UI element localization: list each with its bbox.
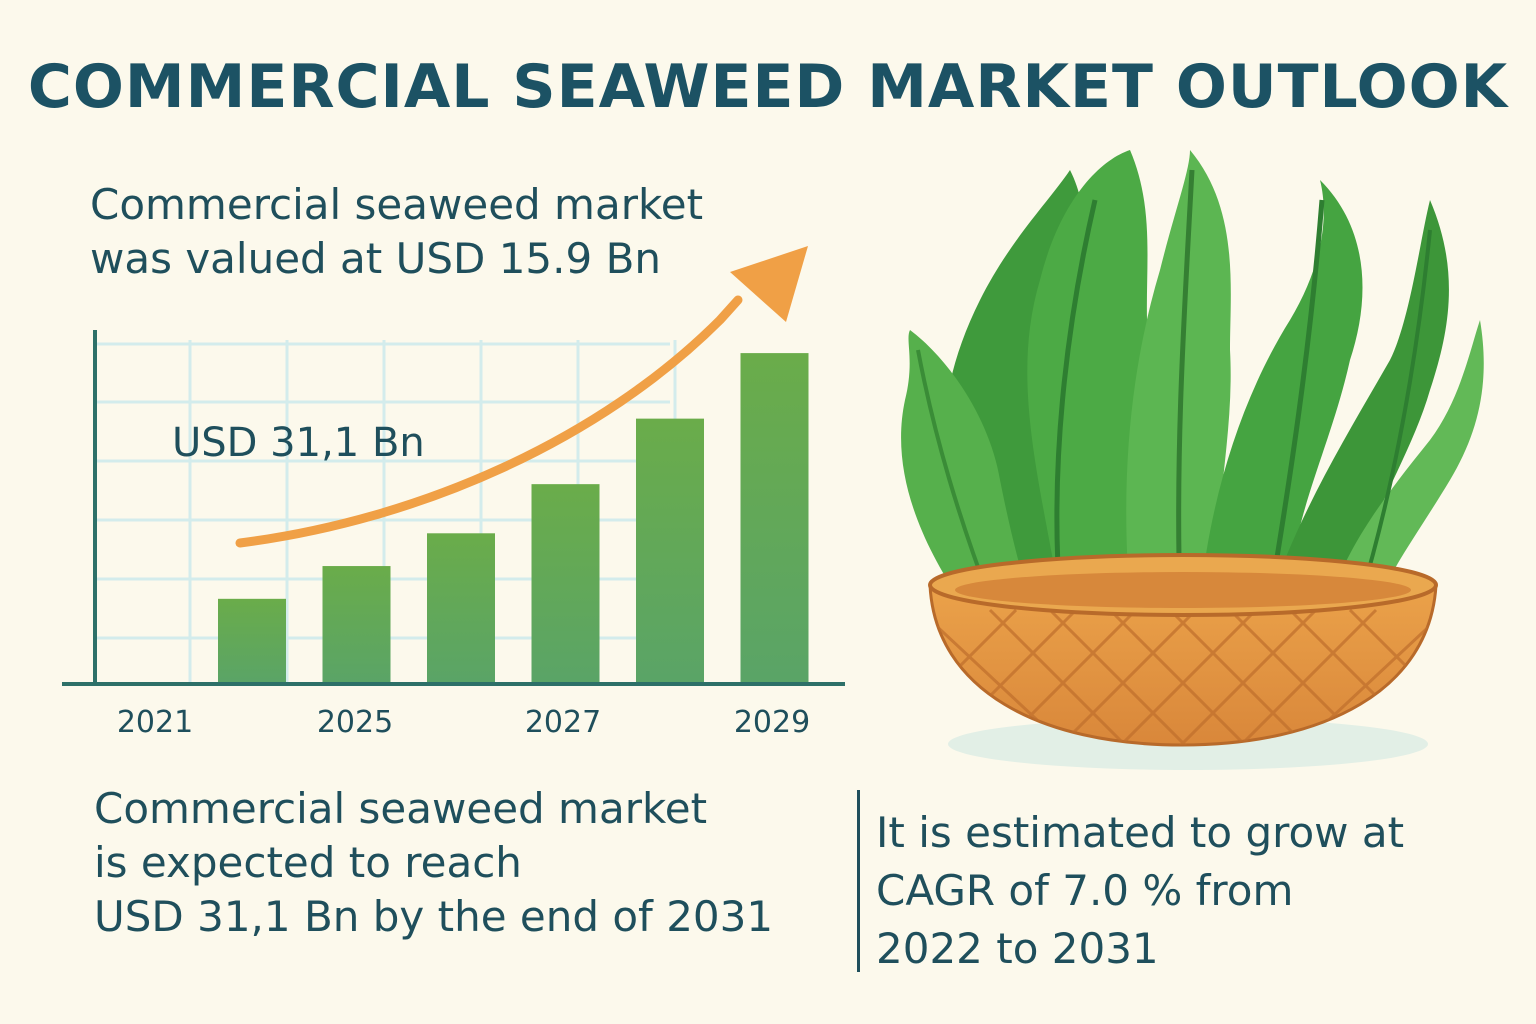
expected-line-3: USD 31,1 Bn by the end of 2031 [94, 892, 774, 941]
bar-2 [427, 533, 495, 684]
chart-tick-labels: 2021 2025 2027 2029 [117, 705, 810, 740]
trend-arrow [235, 295, 743, 548]
divider-line [857, 790, 860, 972]
tick-label-2021: 2021 [117, 705, 193, 740]
tick-label-2029: 2029 [734, 705, 810, 740]
seaweed-fronds-icon [901, 150, 1484, 601]
trend-arrow-head [730, 246, 808, 322]
expected-line-2: is expected to reach [94, 838, 522, 887]
cagr-line-1: It is estimated to grow at [876, 808, 1405, 857]
valued-line-1: Commercial seaweed market [90, 180, 704, 229]
bar-5 [740, 353, 809, 684]
bar-4 [636, 418, 704, 684]
expected-line-1: Commercial seaweed market [94, 784, 708, 833]
tick-label-2025: 2025 [317, 705, 393, 740]
valued-statement: Commercial seaweed market was valued at … [90, 178, 703, 286]
valued-line-2: was valued at USD 15.9 Bn [90, 234, 661, 283]
cagr-statement: It is estimated to grow at CAGR of 7.0 %… [876, 804, 1404, 978]
tick-label-2027: 2027 [525, 705, 601, 740]
cagr-line-2: CAGR of 7.0 % from [876, 866, 1294, 915]
cagr-line-3: 2022 to 2031 [876, 924, 1159, 973]
chart-bars [218, 353, 809, 684]
bar-3 [531, 484, 600, 684]
expected-statement: Commercial seaweed market is expected to… [94, 782, 773, 944]
chart-axes [62, 330, 845, 686]
bar-0 [218, 598, 286, 684]
page-title: COMMERCIAL SEAWEED MARKET OUTLOOK [27, 52, 1509, 122]
bar-1 [322, 566, 391, 684]
chart-annotation: USD 31,1 Bn [172, 420, 425, 466]
seaweed-basket-icon [901, 150, 1484, 770]
